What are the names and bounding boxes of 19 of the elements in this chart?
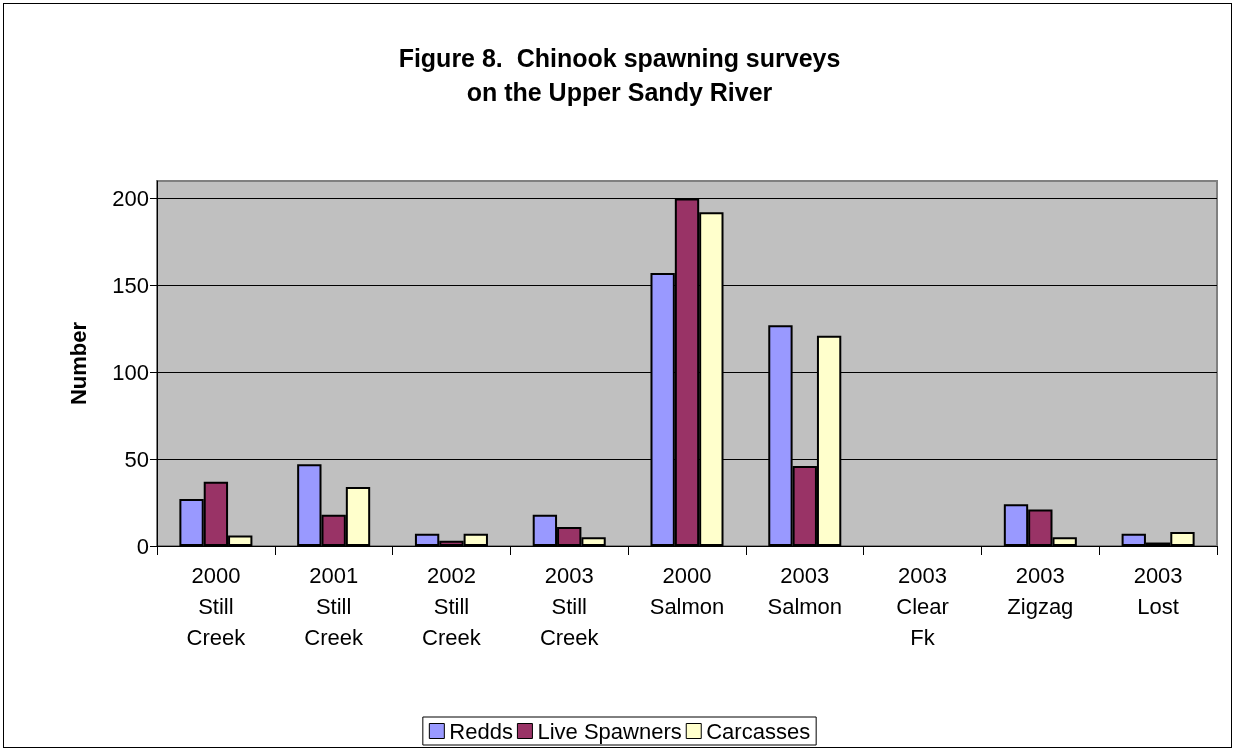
x-tick-label: 2002 Still Creek bbox=[422, 563, 482, 650]
y-tick-label: 0 bbox=[136, 533, 149, 559]
x-tick-label: 2003 Salmon bbox=[767, 563, 843, 619]
y-tick-label: 200 bbox=[112, 185, 149, 211]
y-tick-label: 50 bbox=[124, 446, 149, 472]
legend-label: Redds bbox=[449, 718, 513, 744]
legend-label: Carcasses bbox=[706, 718, 811, 744]
y-axis-title: Number bbox=[65, 321, 91, 406]
y-tick-label: 100 bbox=[112, 359, 149, 385]
y-tick-label: 150 bbox=[112, 272, 149, 298]
x-tick-label: 2003 Zigzag bbox=[1007, 563, 1074, 619]
x-tick-label: 2003 Still Creek bbox=[539, 563, 600, 650]
x-tick-label: 2001 Still Creek bbox=[304, 563, 365, 650]
legend-label: Live Spawners bbox=[537, 718, 682, 744]
x-tick-label: 2000 Still Creek bbox=[186, 563, 247, 650]
x-tick-label: 2003 Lost bbox=[1133, 563, 1183, 619]
x-tick-label: 2000 Salmon bbox=[649, 563, 725, 619]
chart-title: Figure 8. Chinook spawning surveys on the Upper Sandy River bbox=[398, 44, 841, 106]
x-tick-label: 2003 Clear Fk bbox=[896, 563, 949, 650]
